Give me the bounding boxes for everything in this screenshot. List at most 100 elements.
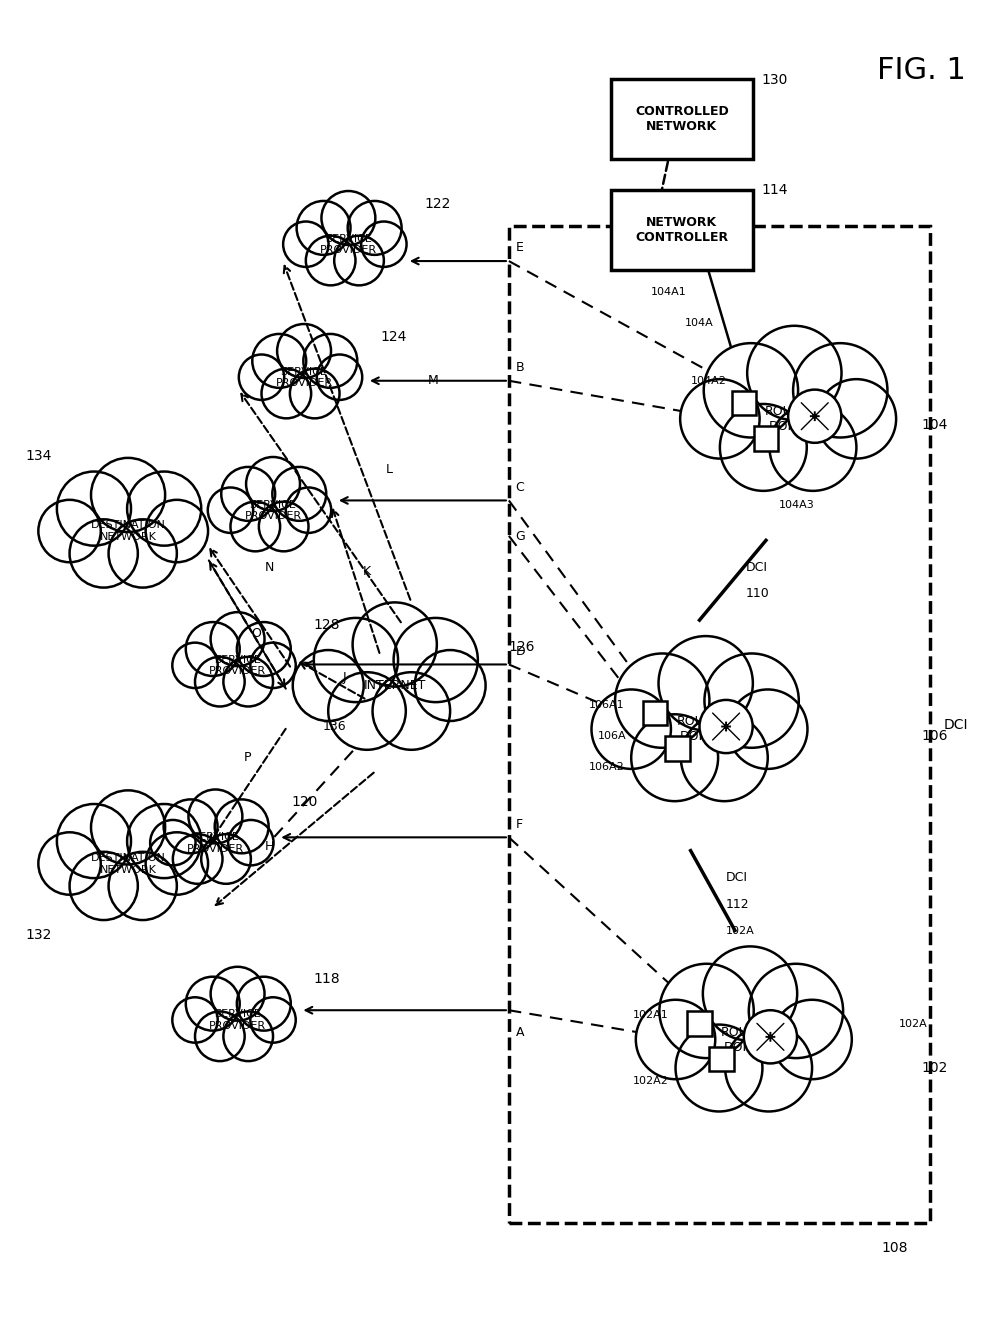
Text: 136: 136 <box>323 720 346 733</box>
Circle shape <box>772 999 852 1080</box>
Circle shape <box>208 487 253 533</box>
Circle shape <box>172 997 218 1042</box>
Text: 104A3: 104A3 <box>779 500 815 510</box>
Circle shape <box>211 967 265 1021</box>
Bar <box>611 190 753 270</box>
Circle shape <box>239 355 284 400</box>
Text: 130: 130 <box>762 72 788 87</box>
Circle shape <box>636 999 715 1080</box>
Text: 112: 112 <box>726 898 750 910</box>
Text: J: J <box>343 672 347 684</box>
Circle shape <box>91 791 165 864</box>
Circle shape <box>164 800 218 854</box>
Circle shape <box>703 946 797 1041</box>
Text: DESTINATION
NETWORK: DESTINATION NETWORK <box>91 520 166 542</box>
Circle shape <box>211 613 265 666</box>
Circle shape <box>747 326 842 420</box>
Circle shape <box>817 379 896 459</box>
Circle shape <box>744 1010 797 1064</box>
Circle shape <box>223 657 273 706</box>
Text: 124: 124 <box>380 329 407 344</box>
Circle shape <box>127 472 201 546</box>
Text: INTERNET: INTERNET <box>364 680 426 692</box>
Circle shape <box>353 602 437 686</box>
Text: 120: 120 <box>292 795 318 809</box>
Circle shape <box>334 235 384 285</box>
Text: B: B <box>516 361 524 375</box>
Circle shape <box>221 467 275 520</box>
Circle shape <box>91 458 165 533</box>
Text: 134: 134 <box>26 450 52 463</box>
Text: DCI: DCI <box>726 871 748 884</box>
Circle shape <box>246 458 300 511</box>
Circle shape <box>317 355 362 400</box>
Text: O: O <box>251 628 261 640</box>
Circle shape <box>286 487 331 533</box>
Circle shape <box>146 500 208 562</box>
Circle shape <box>250 997 296 1042</box>
Text: 102A1: 102A1 <box>633 1010 669 1020</box>
Text: 104A1: 104A1 <box>651 288 686 297</box>
Circle shape <box>788 389 841 443</box>
Circle shape <box>215 800 269 854</box>
Circle shape <box>348 201 402 256</box>
Circle shape <box>250 642 296 688</box>
Bar <box>509 226 930 1223</box>
Circle shape <box>303 334 357 388</box>
Circle shape <box>188 789 242 843</box>
Text: 102: 102 <box>921 1061 948 1074</box>
Text: SERVICE
PROVIDER: SERVICE PROVIDER <box>276 367 333 388</box>
Text: D: D <box>516 645 525 658</box>
Circle shape <box>659 963 754 1058</box>
Circle shape <box>228 820 274 866</box>
Bar <box>709 1046 734 1072</box>
Circle shape <box>631 714 718 801</box>
Bar <box>643 701 667 725</box>
Text: 104: 104 <box>921 419 948 432</box>
Circle shape <box>306 235 355 285</box>
Circle shape <box>293 650 364 721</box>
Circle shape <box>680 379 760 459</box>
Text: 108: 108 <box>881 1240 908 1255</box>
Text: SERVICE
PROVIDER: SERVICE PROVIDER <box>320 234 377 256</box>
Text: 102A2: 102A2 <box>633 1076 669 1086</box>
Circle shape <box>277 324 331 379</box>
Circle shape <box>223 1012 273 1061</box>
Bar <box>687 1012 712 1036</box>
Circle shape <box>70 852 138 921</box>
Circle shape <box>262 369 311 419</box>
Circle shape <box>373 672 450 749</box>
Circle shape <box>283 222 329 268</box>
Circle shape <box>195 657 245 706</box>
Text: NETWORK
CONTROLLER: NETWORK CONTROLLER <box>635 217 728 245</box>
Text: DCI: DCI <box>746 561 768 574</box>
Circle shape <box>150 820 196 866</box>
Text: 106A1: 106A1 <box>589 700 624 709</box>
Circle shape <box>720 404 807 491</box>
Circle shape <box>186 622 240 676</box>
Text: 114: 114 <box>762 183 788 197</box>
Circle shape <box>659 636 753 731</box>
Text: 118: 118 <box>314 973 340 986</box>
Text: ROUTING
DOMAIN: ROUTING DOMAIN <box>721 1025 779 1053</box>
Circle shape <box>109 519 177 587</box>
Text: 132: 132 <box>26 929 52 942</box>
Circle shape <box>297 201 351 256</box>
Text: H: H <box>265 840 274 852</box>
Circle shape <box>252 334 306 388</box>
Text: P: P <box>244 751 251 764</box>
Circle shape <box>57 472 131 546</box>
Bar <box>754 427 778 451</box>
Circle shape <box>38 832 101 895</box>
Text: 106A: 106A <box>598 731 626 740</box>
Circle shape <box>728 689 807 769</box>
Text: 122: 122 <box>425 197 451 210</box>
Circle shape <box>793 344 887 438</box>
Text: 128: 128 <box>314 618 340 632</box>
Circle shape <box>676 1025 762 1112</box>
Circle shape <box>770 404 856 491</box>
Text: E: E <box>516 241 523 254</box>
Text: F: F <box>516 818 523 831</box>
Circle shape <box>290 369 340 419</box>
Circle shape <box>681 714 768 801</box>
